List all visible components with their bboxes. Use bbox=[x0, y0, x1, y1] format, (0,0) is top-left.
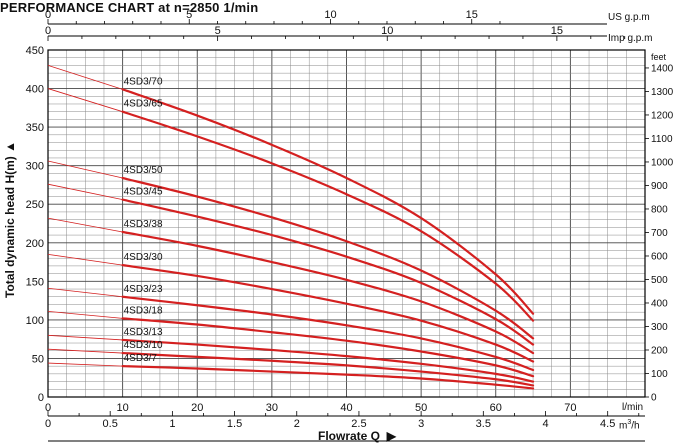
m3h-tick-label: 1 bbox=[169, 418, 175, 430]
usgpm-tick-label: 10 bbox=[324, 9, 336, 21]
y-tick-label: 250 bbox=[26, 199, 44, 211]
curve-extension bbox=[47, 183, 123, 200]
x-axis-label-text: Flowrate Q bbox=[318, 429, 381, 443]
impgpm-tick-label: 5 bbox=[215, 25, 221, 37]
y-tick-label: 400 bbox=[26, 84, 44, 96]
m3h-tick-label: 3.5 bbox=[476, 418, 491, 430]
feet-tick-label: 100 bbox=[651, 369, 668, 380]
curve-series bbox=[121, 198, 535, 346]
curve-extension bbox=[47, 287, 123, 298]
feet-tick-label: 1400 bbox=[651, 63, 674, 74]
curve-extension bbox=[47, 88, 123, 113]
curve-series bbox=[121, 176, 535, 340]
curve-series bbox=[121, 351, 535, 387]
x-tick-label: 30 bbox=[266, 402, 278, 414]
impgpm-tick-label: 0 bbox=[45, 25, 51, 37]
curve-extension bbox=[47, 334, 123, 341]
x-axis-label: Flowrate Q ▶ bbox=[318, 429, 396, 443]
m3h-tick-label: 4 bbox=[542, 418, 548, 430]
x-tick-label: 50 bbox=[415, 402, 427, 414]
feet-axis-label: feet bbox=[651, 52, 667, 62]
m3h-tick-label: 4.5 bbox=[600, 418, 615, 430]
curve-series bbox=[121, 317, 535, 378]
x-tick-label: 70 bbox=[564, 402, 576, 414]
x-tick-label: 10 bbox=[117, 402, 129, 414]
curve-series bbox=[121, 88, 535, 315]
m3h-tick-label: 1.5 bbox=[227, 418, 242, 430]
impgpm-tick-label: 10 bbox=[381, 25, 393, 37]
usgpm-tick-label: 0 bbox=[45, 9, 51, 21]
curve-extension bbox=[47, 253, 123, 266]
chart-title: PERFORMANCE CHART at n=2850 1/min bbox=[0, 0, 259, 15]
y-tick-label: 300 bbox=[26, 161, 44, 173]
y-tick-label: 200 bbox=[26, 238, 44, 250]
series-label: 4SD3/70 bbox=[124, 76, 163, 87]
series-label: 4SD3/23 bbox=[124, 284, 163, 295]
series-label: 4SD3/7 bbox=[124, 353, 158, 364]
y-tick-label: 350 bbox=[26, 122, 44, 134]
x-tick-label: 0 bbox=[45, 402, 51, 414]
curve-series bbox=[121, 295, 535, 372]
series-label: 4SD3/18 bbox=[124, 305, 163, 316]
imp-gpm-unit-label: Imp g.p.m bbox=[608, 33, 653, 44]
feet-tick-label: 1100 bbox=[651, 134, 673, 145]
feet-tick-label: 1200 bbox=[651, 110, 674, 121]
m3h-tick-label: 3 bbox=[418, 418, 424, 430]
curve-series bbox=[121, 365, 535, 390]
y-tick-label: 450 bbox=[26, 45, 44, 57]
curve-extension bbox=[47, 311, 123, 319]
plot-frame bbox=[47, 49, 646, 398]
series-label: 4SD3/65 bbox=[124, 99, 163, 110]
curve-series bbox=[121, 264, 535, 363]
series-label: 4SD3/45 bbox=[124, 187, 163, 198]
curve-series bbox=[121, 110, 535, 322]
y-tick-label: 150 bbox=[26, 276, 44, 288]
m3h-unit-label: m3/h bbox=[619, 419, 640, 432]
series-label: 4SD3/30 bbox=[124, 252, 163, 263]
series-label: 4SD3/38 bbox=[124, 219, 163, 230]
feet-tick-label: 800 bbox=[651, 204, 668, 215]
feet-tick-label: 700 bbox=[651, 228, 668, 239]
feet-tick-label: 300 bbox=[651, 322, 668, 333]
y-tick-label: 50 bbox=[32, 353, 44, 365]
m3h-tick-label: 0.5 bbox=[103, 418, 118, 430]
feet-tick-label: 0 bbox=[651, 393, 657, 404]
series-label: 4SD3/10 bbox=[124, 340, 163, 351]
impgpm-tick-label: 15 bbox=[551, 25, 563, 37]
curve-extension bbox=[47, 348, 123, 354]
series-label: 4SD3/13 bbox=[124, 327, 163, 338]
curve-extension bbox=[47, 160, 123, 179]
m3h-tick-label: 0 bbox=[45, 418, 51, 430]
series-label: 4SD3/50 bbox=[124, 165, 163, 176]
x-tick-label: 40 bbox=[340, 402, 352, 414]
m3h-tick-label: 2.5 bbox=[351, 418, 366, 430]
curve-extension bbox=[47, 65, 123, 90]
y-tick-label: 0 bbox=[38, 392, 44, 404]
feet-tick-label: 900 bbox=[651, 181, 668, 192]
m3h-tick-label: 2 bbox=[294, 418, 300, 430]
feet-tick-label: 500 bbox=[651, 275, 668, 286]
curve-series bbox=[121, 338, 535, 383]
curve-extension bbox=[47, 362, 123, 367]
x-axis-arrow-icon: ▶ bbox=[386, 429, 396, 443]
feet-tick-label: 1000 bbox=[651, 157, 674, 168]
x-tick-label: 60 bbox=[490, 402, 502, 414]
feet-tick-label: 600 bbox=[651, 251, 668, 262]
curve-extension bbox=[47, 217, 123, 233]
x-tick-label: 20 bbox=[191, 402, 203, 414]
us-gpm-unit-label: US g.p.m bbox=[608, 12, 650, 23]
curve-series bbox=[121, 230, 535, 355]
feet-tick-label: 400 bbox=[651, 298, 668, 309]
usgpm-tick-label: 5 bbox=[186, 9, 192, 21]
feet-tick-label: 200 bbox=[651, 345, 668, 356]
y-tick-label: 100 bbox=[26, 315, 44, 327]
lmin-unit-label: l/min bbox=[622, 402, 644, 413]
feet-tick-label: 1300 bbox=[651, 87, 674, 98]
usgpm-tick-label: 15 bbox=[466, 9, 478, 21]
